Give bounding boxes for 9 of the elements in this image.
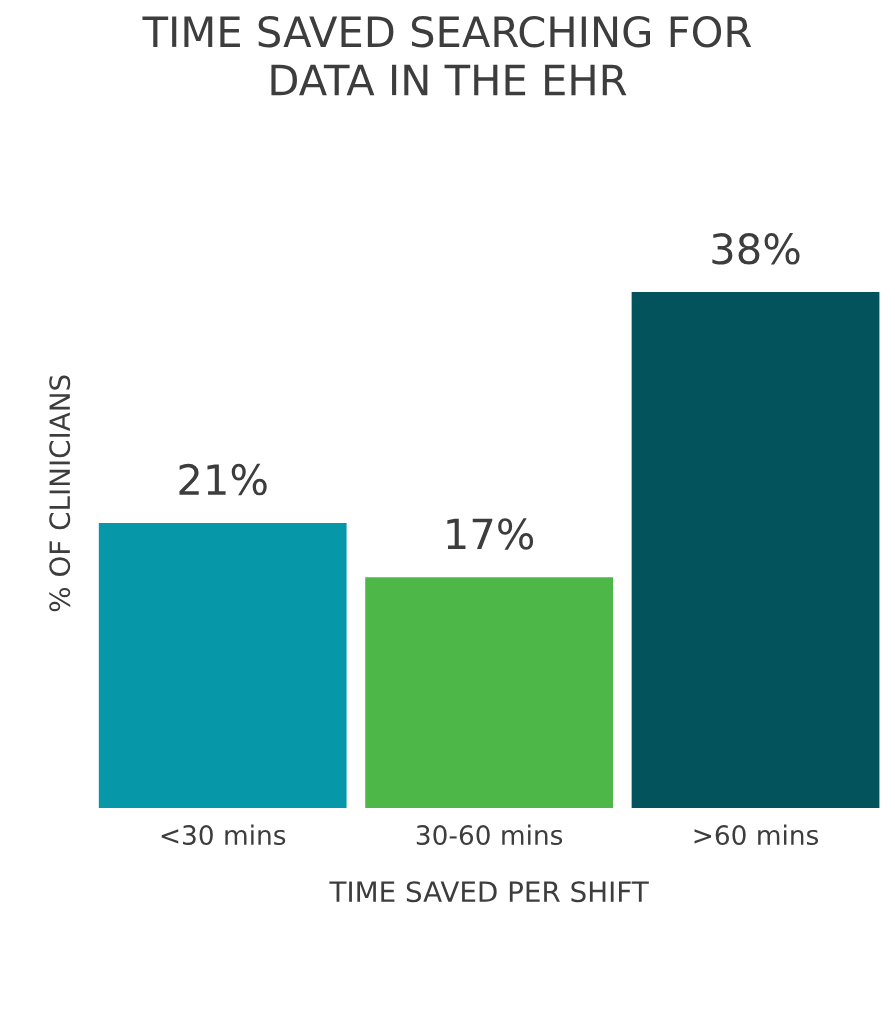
x-tick-label: 30-60 mins (416, 824, 563, 846)
x-tick-label: >60 mins (694, 824, 819, 846)
chart-title: TIME SAVED SEARCHING FOR DATA IN THE EHR (142, 15, 752, 96)
data-label: 17% (447, 518, 534, 550)
x-tick-label: <30 mins (161, 824, 286, 846)
x-axis-title: TIME SAVED PER SHIFT (329, 881, 649, 903)
data-label: 21% (179, 463, 267, 496)
y-axis-title: % OF CLINICIANS (49, 375, 71, 612)
data-label: 38% (712, 233, 800, 265)
